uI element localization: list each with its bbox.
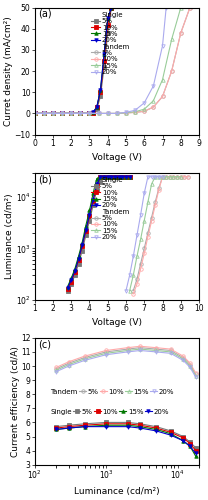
X-axis label: Voltage (V): Voltage (V): [92, 318, 142, 328]
Y-axis label: Current efficiency (cd/A): Current efficiency (cd/A): [11, 346, 20, 457]
Legend: Single, 5%, 10%, 15%, 20%, Tandem, 5%, 10%, 15%, 20%: Single, 5%, 10%, 15%, 20%, Tandem, 5%, 1…: [91, 176, 130, 240]
Text: (a): (a): [38, 9, 52, 19]
Legend: Single, 5%, 10%, 15%, 20%, Tandem, 5%, 10%, 15%, 20%: Single, 5%, 10%, 15%, 20%, Tandem, 5%, 1…: [91, 11, 130, 76]
Y-axis label: Luminance (cd/m²): Luminance (cd/m²): [5, 194, 14, 279]
Text: (b): (b): [38, 174, 52, 184]
Legend: Single, 5%, 10%, 15%, 20%: Single, 5%, 10%, 15%, 20%: [41, 408, 169, 416]
Y-axis label: Curret density (mA/cm²): Curret density (mA/cm²): [4, 16, 13, 126]
X-axis label: Voltage (V): Voltage (V): [92, 154, 142, 162]
X-axis label: Luminance (cd/m²): Luminance (cd/m²): [74, 487, 160, 496]
Text: (c): (c): [38, 339, 51, 349]
